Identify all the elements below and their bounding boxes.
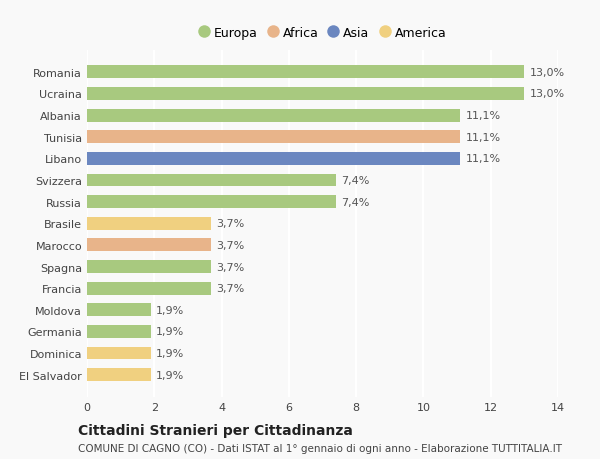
Text: 13,0%: 13,0% — [529, 68, 565, 78]
Bar — [87, 66, 524, 79]
Text: 3,7%: 3,7% — [217, 241, 245, 250]
Text: Cittadini Stranieri per Cittadinanza: Cittadini Stranieri per Cittadinanza — [78, 423, 353, 437]
Bar — [87, 347, 151, 360]
Bar — [87, 109, 460, 123]
Text: 11,1%: 11,1% — [466, 111, 500, 121]
Bar — [87, 260, 211, 274]
Bar — [87, 303, 151, 317]
Bar — [87, 239, 211, 252]
Text: 1,9%: 1,9% — [156, 370, 184, 380]
Bar — [87, 325, 151, 338]
Text: 3,7%: 3,7% — [217, 219, 245, 229]
Bar — [87, 131, 460, 144]
Text: 11,1%: 11,1% — [466, 154, 500, 164]
Legend: Europa, Africa, Asia, America: Europa, Africa, Asia, America — [194, 22, 451, 45]
Bar — [87, 368, 151, 381]
Bar — [87, 217, 211, 230]
Text: 1,9%: 1,9% — [156, 348, 184, 358]
Text: COMUNE DI CAGNO (CO) - Dati ISTAT al 1° gennaio di ogni anno - Elaborazione TUTT: COMUNE DI CAGNO (CO) - Dati ISTAT al 1° … — [78, 443, 562, 453]
Text: 1,9%: 1,9% — [156, 327, 184, 336]
Text: 1,9%: 1,9% — [156, 305, 184, 315]
Text: 7,4%: 7,4% — [341, 176, 370, 185]
Text: 3,7%: 3,7% — [217, 284, 245, 293]
Text: 13,0%: 13,0% — [529, 90, 565, 99]
Text: 11,1%: 11,1% — [466, 133, 500, 142]
Bar — [87, 152, 460, 166]
Text: 3,7%: 3,7% — [217, 262, 245, 272]
Bar — [87, 196, 336, 209]
Bar — [87, 174, 336, 187]
Bar — [87, 282, 211, 295]
Text: 7,4%: 7,4% — [341, 197, 370, 207]
Bar — [87, 88, 524, 101]
